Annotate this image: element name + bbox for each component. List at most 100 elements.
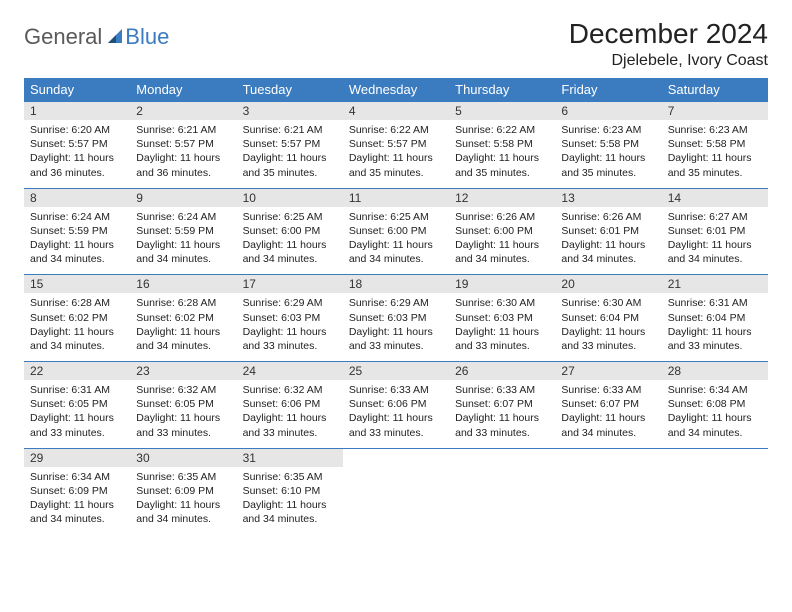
daylight-text: Daylight: 11 hours and 35 minutes. <box>243 151 337 179</box>
weekday-header: Friday <box>555 78 661 102</box>
day-details: Sunrise: 6:23 AMSunset: 5:58 PMDaylight:… <box>555 120 661 188</box>
sunset-text: Sunset: 6:02 PM <box>30 311 124 325</box>
calendar-day-cell: 17Sunrise: 6:29 AMSunset: 6:03 PMDayligh… <box>237 275 343 362</box>
daylight-text: Daylight: 11 hours and 34 minutes. <box>668 411 762 439</box>
daylight-text: Daylight: 11 hours and 34 minutes. <box>455 238 549 266</box>
calendar-day-cell <box>555 448 661 534</box>
weekday-header: Thursday <box>449 78 555 102</box>
daylight-text: Daylight: 11 hours and 34 minutes. <box>349 238 443 266</box>
weekday-header: Monday <box>130 78 236 102</box>
calendar-week-row: 29Sunrise: 6:34 AMSunset: 6:09 PMDayligh… <box>24 448 768 534</box>
day-number: 5 <box>449 102 555 120</box>
calendar-day-cell: 7Sunrise: 6:23 AMSunset: 5:58 PMDaylight… <box>662 102 768 189</box>
day-number: 15 <box>24 275 130 293</box>
day-number: 6 <box>555 102 661 120</box>
weekday-header: Sunday <box>24 78 130 102</box>
daylight-text: Daylight: 11 hours and 35 minutes. <box>349 151 443 179</box>
sunrise-text: Sunrise: 6:25 AM <box>243 210 337 224</box>
day-number: 10 <box>237 189 343 207</box>
day-details: Sunrise: 6:32 AMSunset: 6:06 PMDaylight:… <box>237 380 343 448</box>
day-number: 29 <box>24 449 130 467</box>
sunset-text: Sunset: 6:03 PM <box>455 311 549 325</box>
daylight-text: Daylight: 11 hours and 34 minutes. <box>561 411 655 439</box>
sunrise-text: Sunrise: 6:20 AM <box>30 123 124 137</box>
calendar-day-cell: 3Sunrise: 6:21 AMSunset: 5:57 PMDaylight… <box>237 102 343 189</box>
sunset-text: Sunset: 6:05 PM <box>30 397 124 411</box>
sunrise-text: Sunrise: 6:25 AM <box>349 210 443 224</box>
daylight-text: Daylight: 11 hours and 34 minutes. <box>30 498 124 526</box>
daylight-text: Daylight: 11 hours and 33 minutes. <box>455 325 549 353</box>
day-number: 21 <box>662 275 768 293</box>
calendar-day-cell: 20Sunrise: 6:30 AMSunset: 6:04 PMDayligh… <box>555 275 661 362</box>
day-details: Sunrise: 6:35 AMSunset: 6:09 PMDaylight:… <box>130 467 236 535</box>
sunset-text: Sunset: 6:08 PM <box>668 397 762 411</box>
sunrise-text: Sunrise: 6:28 AM <box>136 296 230 310</box>
sunrise-text: Sunrise: 6:23 AM <box>668 123 762 137</box>
daylight-text: Daylight: 11 hours and 36 minutes. <box>30 151 124 179</box>
sunset-text: Sunset: 6:00 PM <box>243 224 337 238</box>
sunset-text: Sunset: 6:03 PM <box>349 311 443 325</box>
day-details: Sunrise: 6:27 AMSunset: 6:01 PMDaylight:… <box>662 207 768 275</box>
weekday-header: Wednesday <box>343 78 449 102</box>
sunset-text: Sunset: 6:06 PM <box>349 397 443 411</box>
calendar-day-cell: 22Sunrise: 6:31 AMSunset: 6:05 PMDayligh… <box>24 362 130 449</box>
sunset-text: Sunset: 6:00 PM <box>455 224 549 238</box>
sunset-text: Sunset: 5:57 PM <box>349 137 443 151</box>
calendar-day-cell: 5Sunrise: 6:22 AMSunset: 5:58 PMDaylight… <box>449 102 555 189</box>
day-details: Sunrise: 6:26 AMSunset: 6:00 PMDaylight:… <box>449 207 555 275</box>
day-number: 7 <box>662 102 768 120</box>
day-details: Sunrise: 6:30 AMSunset: 6:04 PMDaylight:… <box>555 293 661 361</box>
day-number-empty <box>555 449 661 466</box>
sunrise-text: Sunrise: 6:28 AM <box>30 296 124 310</box>
calendar-day-cell: 25Sunrise: 6:33 AMSunset: 6:06 PMDayligh… <box>343 362 449 449</box>
logo: General Blue <box>24 18 169 50</box>
daylight-text: Daylight: 11 hours and 34 minutes. <box>136 498 230 526</box>
page-header: General Blue December 2024 Djelebele, Iv… <box>24 18 768 70</box>
sunset-text: Sunset: 5:58 PM <box>668 137 762 151</box>
day-number: 26 <box>449 362 555 380</box>
daylight-text: Daylight: 11 hours and 34 minutes. <box>243 498 337 526</box>
calendar-day-cell: 16Sunrise: 6:28 AMSunset: 6:02 PMDayligh… <box>130 275 236 362</box>
day-number: 30 <box>130 449 236 467</box>
calendar-day-cell: 18Sunrise: 6:29 AMSunset: 6:03 PMDayligh… <box>343 275 449 362</box>
calendar-day-cell: 11Sunrise: 6:25 AMSunset: 6:00 PMDayligh… <box>343 188 449 275</box>
day-number: 4 <box>343 102 449 120</box>
daylight-text: Daylight: 11 hours and 35 minutes. <box>561 151 655 179</box>
day-details: Sunrise: 6:32 AMSunset: 6:05 PMDaylight:… <box>130 380 236 448</box>
day-number: 24 <box>237 362 343 380</box>
calendar-day-cell: 4Sunrise: 6:22 AMSunset: 5:57 PMDaylight… <box>343 102 449 189</box>
day-details: Sunrise: 6:33 AMSunset: 6:07 PMDaylight:… <box>555 380 661 448</box>
day-number-empty <box>343 449 449 466</box>
day-details: Sunrise: 6:33 AMSunset: 6:06 PMDaylight:… <box>343 380 449 448</box>
sunrise-text: Sunrise: 6:34 AM <box>30 470 124 484</box>
sunrise-text: Sunrise: 6:21 AM <box>243 123 337 137</box>
day-details: Sunrise: 6:23 AMSunset: 5:58 PMDaylight:… <box>662 120 768 188</box>
day-number: 2 <box>130 102 236 120</box>
sunrise-text: Sunrise: 6:31 AM <box>668 296 762 310</box>
daylight-text: Daylight: 11 hours and 33 minutes. <box>349 325 443 353</box>
daylight-text: Daylight: 11 hours and 36 minutes. <box>136 151 230 179</box>
day-number: 22 <box>24 362 130 380</box>
calendar-day-cell: 28Sunrise: 6:34 AMSunset: 6:08 PMDayligh… <box>662 362 768 449</box>
calendar-day-cell: 8Sunrise: 6:24 AMSunset: 5:59 PMDaylight… <box>24 188 130 275</box>
sunset-text: Sunset: 5:57 PM <box>30 137 124 151</box>
sunrise-text: Sunrise: 6:34 AM <box>668 383 762 397</box>
calendar-day-cell: 31Sunrise: 6:35 AMSunset: 6:10 PMDayligh… <box>237 448 343 534</box>
day-details-empty <box>343 466 449 518</box>
day-details-empty <box>662 466 768 518</box>
calendar-week-row: 15Sunrise: 6:28 AMSunset: 6:02 PMDayligh… <box>24 275 768 362</box>
day-number-empty <box>449 449 555 466</box>
calendar-week-row: 22Sunrise: 6:31 AMSunset: 6:05 PMDayligh… <box>24 362 768 449</box>
day-number: 12 <box>449 189 555 207</box>
day-number: 3 <box>237 102 343 120</box>
sunrise-text: Sunrise: 6:32 AM <box>136 383 230 397</box>
day-details: Sunrise: 6:33 AMSunset: 6:07 PMDaylight:… <box>449 380 555 448</box>
sunset-text: Sunset: 5:58 PM <box>561 137 655 151</box>
day-number: 8 <box>24 189 130 207</box>
sunrise-text: Sunrise: 6:24 AM <box>30 210 124 224</box>
calendar-day-cell <box>343 448 449 534</box>
title-block: December 2024 Djelebele, Ivory Coast <box>569 18 768 70</box>
calendar-day-cell: 24Sunrise: 6:32 AMSunset: 6:06 PMDayligh… <box>237 362 343 449</box>
calendar-week-row: 8Sunrise: 6:24 AMSunset: 5:59 PMDaylight… <box>24 188 768 275</box>
sunset-text: Sunset: 6:10 PM <box>243 484 337 498</box>
